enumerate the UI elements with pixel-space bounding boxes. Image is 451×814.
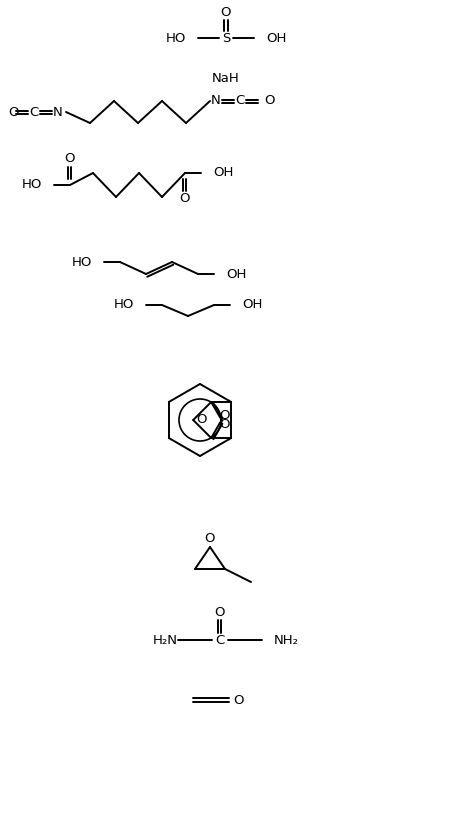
Text: C: C <box>215 633 224 646</box>
Text: HO: HO <box>71 256 92 269</box>
Text: O: O <box>218 418 229 431</box>
Text: N: N <box>211 94 221 107</box>
Text: O: O <box>214 606 225 619</box>
Text: HO: HO <box>22 178 42 191</box>
Text: NH₂: NH₂ <box>273 633 299 646</box>
Text: C: C <box>29 106 38 119</box>
Text: O: O <box>179 192 190 205</box>
Text: HO: HO <box>113 299 133 312</box>
Text: N: N <box>53 106 63 119</box>
Text: OH: OH <box>265 32 286 45</box>
Text: HO: HO <box>165 32 186 45</box>
Text: O: O <box>233 694 244 707</box>
Text: NaH: NaH <box>212 72 239 85</box>
Text: O: O <box>263 94 274 107</box>
Text: O: O <box>220 6 231 19</box>
Text: H₂N: H₂N <box>152 633 178 646</box>
Text: OH: OH <box>241 299 262 312</box>
Text: S: S <box>221 32 230 45</box>
Text: O: O <box>218 409 229 422</box>
Text: O: O <box>195 414 206 427</box>
Text: O: O <box>64 152 75 165</box>
Text: OH: OH <box>212 167 233 180</box>
Text: C: C <box>235 94 244 107</box>
Text: OH: OH <box>226 268 246 281</box>
Text: O: O <box>8 106 18 119</box>
Text: O: O <box>204 532 215 545</box>
